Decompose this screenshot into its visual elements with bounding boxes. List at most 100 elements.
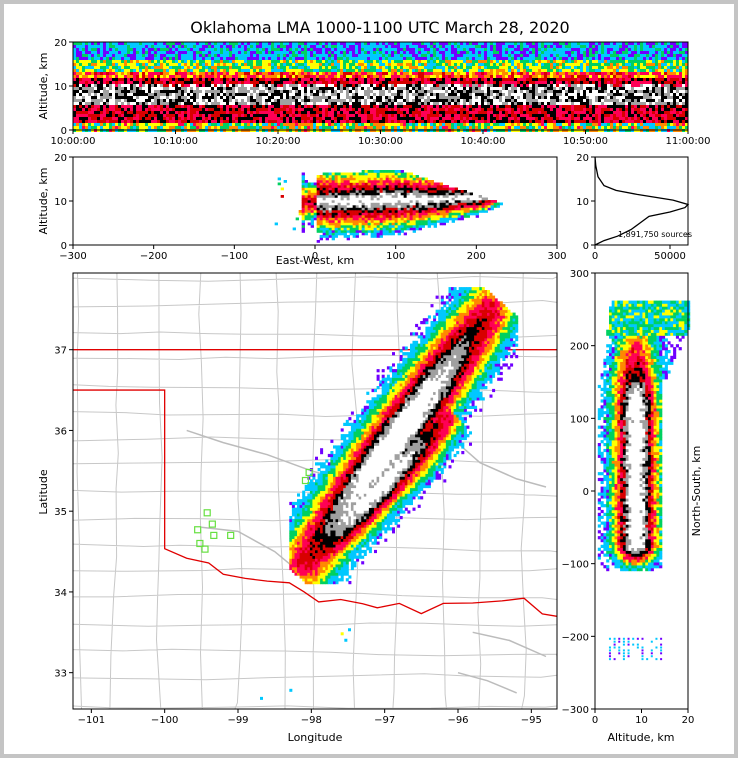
density-cell	[538, 42, 541, 45]
density-cell	[127, 105, 130, 108]
density-cell	[334, 60, 337, 63]
density-cell	[514, 48, 517, 51]
density-cell	[295, 120, 298, 123]
density-cell	[472, 117, 475, 120]
density-cell	[238, 72, 241, 75]
density-cell	[544, 63, 547, 66]
density-cell	[259, 90, 262, 93]
density-cell	[211, 105, 214, 108]
density-cell	[301, 66, 304, 69]
density-cell	[289, 75, 292, 78]
density-cell	[325, 66, 328, 69]
density-cell	[433, 63, 436, 66]
density-cell	[370, 90, 373, 93]
density-cell	[361, 57, 364, 60]
density-cell	[175, 51, 178, 54]
density-cell	[523, 87, 526, 90]
density-cell	[160, 105, 163, 108]
density-cell	[154, 96, 157, 99]
density-cell	[544, 120, 547, 123]
density-cell	[268, 120, 271, 123]
density-cell	[196, 60, 199, 63]
density-cell	[238, 57, 241, 60]
density-cell	[319, 126, 322, 129]
density-cell	[118, 81, 121, 84]
density-cell	[568, 45, 571, 48]
density-cell	[412, 105, 415, 108]
density-cell	[346, 96, 349, 99]
density-cell	[526, 63, 529, 66]
density-cell	[85, 57, 88, 60]
density-cell	[394, 45, 397, 48]
density-cell	[202, 57, 205, 60]
density-cell	[526, 57, 529, 60]
density-cell	[235, 48, 238, 51]
density-cell	[244, 51, 247, 54]
density-cell	[451, 57, 454, 60]
density-cell	[418, 45, 421, 48]
density-cell	[559, 87, 562, 90]
density-cell	[244, 75, 247, 78]
density-cell	[532, 45, 535, 48]
density-cell	[442, 126, 445, 129]
density-cell	[217, 111, 220, 114]
density-cell	[166, 117, 169, 120]
density-cell	[376, 57, 379, 60]
density-cell	[292, 78, 295, 81]
density-cell	[484, 96, 487, 99]
density-cell	[553, 48, 556, 51]
density-cell	[229, 111, 232, 114]
density-cell	[100, 120, 103, 123]
density-cell	[271, 78, 274, 81]
density-cell	[499, 93, 502, 96]
density-cell	[499, 48, 502, 51]
density-cell	[535, 48, 538, 51]
density-cell	[76, 69, 79, 72]
density-cell	[73, 72, 76, 75]
density-cell	[415, 51, 418, 54]
density-cell	[391, 111, 394, 114]
density-cell	[508, 63, 511, 66]
density-cell	[457, 81, 460, 84]
density-cell	[217, 48, 220, 51]
density-cell	[349, 111, 352, 114]
density-cell	[97, 66, 100, 69]
density-cell	[205, 66, 208, 69]
density-cell	[454, 102, 457, 105]
density-cell	[415, 96, 418, 99]
density-cell	[370, 102, 373, 105]
density-cell	[226, 96, 229, 99]
density-cell	[526, 48, 529, 51]
density-cell	[190, 93, 193, 96]
density-cell	[400, 87, 403, 90]
density-cell	[553, 111, 556, 114]
density-cell	[220, 75, 223, 78]
density-cell	[298, 87, 301, 90]
density-cell	[370, 117, 373, 120]
density-cell	[442, 66, 445, 69]
density-cell	[541, 45, 544, 48]
density-cell	[94, 93, 97, 96]
density-cell	[340, 126, 343, 129]
density-cell	[370, 69, 373, 72]
density-cell	[298, 60, 301, 63]
density-cell	[262, 90, 265, 93]
density-cell	[298, 99, 301, 102]
density-cell	[250, 126, 253, 129]
density-cell	[478, 60, 481, 63]
density-cell	[382, 66, 385, 69]
density-cell	[517, 72, 520, 75]
density-cell	[469, 60, 472, 63]
density-cell	[565, 111, 568, 114]
density-cell	[529, 90, 532, 93]
density-cell	[493, 69, 496, 72]
density-cell	[277, 108, 280, 111]
density-cell	[490, 84, 493, 87]
density-cell	[355, 75, 358, 78]
density-cell	[424, 96, 427, 99]
density-cell	[430, 66, 433, 69]
density-cell	[88, 102, 91, 105]
density-cell	[559, 81, 562, 84]
density-cell	[430, 99, 433, 102]
density-cell	[250, 78, 253, 81]
